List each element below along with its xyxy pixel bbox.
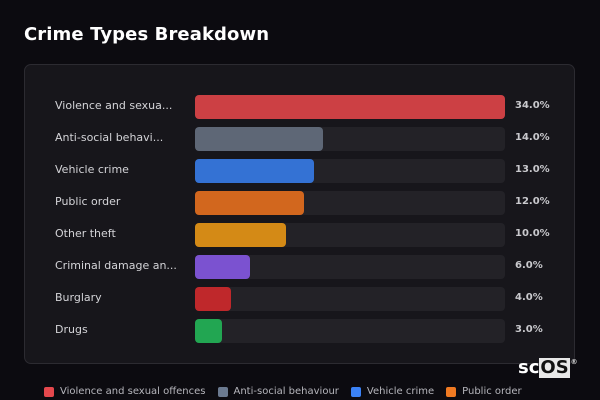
legend-swatch-icon xyxy=(446,386,457,397)
watermark-sc: sc xyxy=(518,357,540,378)
bar-track xyxy=(195,223,505,247)
bar-value: 34.0% xyxy=(515,100,550,111)
bar-label: Anti-social behavi... xyxy=(55,131,164,144)
bar-track xyxy=(195,319,505,343)
bar[interactable] xyxy=(195,159,314,183)
legend-item[interactable]: Vehicle crime xyxy=(350,386,435,397)
bar-value: 4.0% xyxy=(515,292,543,303)
scos-watermark-logo: sc OS ® xyxy=(518,358,578,378)
bar-row[interactable]: Vehicle crime 13.0% xyxy=(25,159,574,183)
bar-row[interactable]: Anti-social behavi... 14.0% xyxy=(25,127,574,151)
bar-track xyxy=(195,159,505,183)
watermark-os: OS xyxy=(539,357,570,378)
bar-value: 10.0% xyxy=(515,228,550,239)
bar-value: 3.0% xyxy=(515,324,543,335)
bar-label: Vehicle crime xyxy=(55,163,129,176)
bar-track xyxy=(195,255,505,279)
chart-legend: Violence and sexual offences Anti-social… xyxy=(44,386,522,397)
legend-item[interactable]: Anti-social behaviour xyxy=(217,386,339,397)
bar-row[interactable]: Burglary 4.0% xyxy=(25,287,574,311)
bar-track xyxy=(195,95,505,119)
registered-icon: ® xyxy=(570,358,578,366)
bar-label: Burglary xyxy=(55,291,102,304)
legend-item[interactable]: Violence and sexual offences xyxy=(44,386,206,397)
bar-track xyxy=(195,127,505,151)
bar[interactable] xyxy=(195,319,222,343)
bar-row[interactable]: Violence and sexua... 34.0% xyxy=(25,95,574,119)
bar-row[interactable]: Other theft 10.0% xyxy=(25,223,574,247)
bar[interactable] xyxy=(195,255,250,279)
chart-title: Crime Types Breakdown xyxy=(24,24,270,45)
legend-label: Public order xyxy=(462,386,522,397)
bar-row[interactable]: Public order 12.0% xyxy=(25,191,574,215)
bar-value: 13.0% xyxy=(515,164,550,175)
legend-label: Violence and sexual offences xyxy=(60,386,206,397)
bar-track xyxy=(195,287,505,311)
legend-label: Anti-social behaviour xyxy=(233,386,339,397)
bar-track xyxy=(195,191,505,215)
bar[interactable] xyxy=(195,287,231,311)
legend-swatch-icon xyxy=(44,386,54,397)
bar-label: Other theft xyxy=(55,227,116,240)
bar-label: Violence and sexua... xyxy=(55,99,173,112)
bar-value: 14.0% xyxy=(515,132,550,143)
bar[interactable] xyxy=(195,127,323,151)
legend-item[interactable]: Public order xyxy=(446,386,522,397)
bar-value: 6.0% xyxy=(515,260,543,271)
bar[interactable] xyxy=(195,223,286,247)
bar-row[interactable]: Drugs 3.0% xyxy=(25,319,574,343)
bar-row[interactable]: Criminal damage an... 6.0% xyxy=(25,255,574,279)
legend-label: Vehicle crime xyxy=(366,386,435,397)
bar-label: Drugs xyxy=(55,323,88,336)
chart-card: Violence and sexua... 34.0% Anti-social be… xyxy=(24,64,575,364)
bar-label: Public order xyxy=(55,195,121,208)
bar[interactable] xyxy=(195,191,304,215)
bar-value: 12.0% xyxy=(515,196,550,207)
bar-label: Criminal damage an... xyxy=(55,259,177,272)
legend-swatch-icon xyxy=(217,386,228,397)
legend-swatch-icon xyxy=(350,386,361,397)
bar[interactable] xyxy=(195,95,505,119)
